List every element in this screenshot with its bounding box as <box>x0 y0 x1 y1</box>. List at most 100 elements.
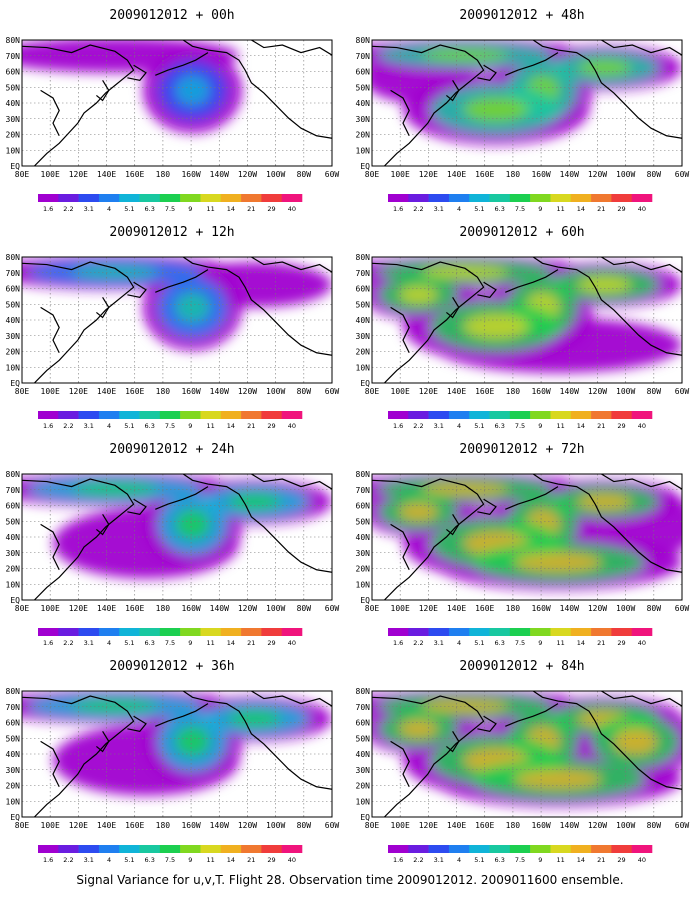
colorbar-swatch <box>38 628 59 636</box>
colorbar-swatch <box>78 628 100 636</box>
colorbar-swatch <box>78 411 100 419</box>
colorbar-label: 3.1 <box>434 205 444 213</box>
colorbar-swatch <box>58 845 79 853</box>
lon-label: 120W <box>238 821 257 830</box>
lat-label: EQ <box>10 596 20 605</box>
lat-label: 30N <box>6 332 21 341</box>
colorbar-swatch <box>428 628 450 636</box>
colorbar-label: 6.3 <box>495 856 505 864</box>
lon-label: 180 <box>156 387 171 396</box>
coastlines <box>372 691 682 817</box>
lon-label: 120W <box>238 604 257 613</box>
colorbar-swatch <box>98 411 120 419</box>
colorbar-label: 9 <box>538 422 542 430</box>
colorbar-label: 3.1 <box>434 422 444 430</box>
colorbar-swatch <box>281 628 303 636</box>
colorbar-label: 40 <box>288 639 296 647</box>
colorbar-label: 3.1 <box>84 205 94 213</box>
lon-label: 140W <box>560 821 579 830</box>
colorbar-label: 40 <box>638 856 646 864</box>
lon-label: 140W <box>210 387 229 396</box>
lon-label: 100E <box>41 170 60 179</box>
lon-label: 60W <box>325 170 340 179</box>
lat-label: 80N <box>356 36 371 45</box>
map-frame <box>371 690 683 818</box>
map-frame <box>21 473 333 601</box>
lon-label: 80W <box>647 387 662 396</box>
lat-label: 30N <box>6 766 21 775</box>
colorbar-label: 7.5 <box>515 639 525 647</box>
lon-label: 140E <box>97 170 116 179</box>
colorbar-swatch <box>469 628 490 636</box>
map-grid <box>22 474 332 600</box>
lat-label: 10N <box>356 363 371 372</box>
colorbar-label: 9 <box>188 422 192 430</box>
lon-label: 100E <box>41 387 60 396</box>
forecast-panel: 2009012012 + 00h 80N 70N 60N 50N 40N 30N 20N 10N… <box>2 0 342 220</box>
map-grid <box>372 40 682 166</box>
lat-label: EQ <box>360 379 370 388</box>
forecast-panel: 2009012012 + 60h 80N 70N 60N 50N 40N 30N 20N 10N… <box>352 217 692 437</box>
colorbar-label: 11 <box>206 205 214 213</box>
colorbar-swatch <box>388 628 409 636</box>
lon-label: 120E <box>419 821 438 830</box>
forecast-panel: 2009012012 + 48h 80N 70N 60N 50N 40N 30N 20N 10N… <box>352 0 692 220</box>
lat-label: 80N <box>6 253 21 262</box>
colorbar-swatch <box>220 628 242 636</box>
lat-label: 10N <box>356 146 371 155</box>
colorbar-swatch <box>241 628 262 636</box>
map-frame <box>21 690 333 818</box>
colorbar-label: 4 <box>457 856 461 864</box>
variance-shading <box>22 257 332 351</box>
lat-label: 20N <box>356 565 371 574</box>
colorbar-label: 14 <box>577 639 585 647</box>
colorbar-swatch <box>489 411 511 419</box>
shade-high <box>463 96 529 122</box>
map-grid <box>372 691 682 817</box>
colorbar-label: 9 <box>188 205 192 213</box>
coastlines <box>372 40 682 166</box>
colorbar-swatch <box>489 194 511 202</box>
colorbar: 1.6 2.2 3.1 4 5.1 6.3 7.5 9 11 14 21 29 40 <box>388 194 653 213</box>
lon-label: 140E <box>447 821 466 830</box>
colorbar-swatch <box>139 194 161 202</box>
lon-label: 120W <box>588 821 607 830</box>
lon-label: 180 <box>156 604 171 613</box>
lat-label: EQ <box>360 162 370 171</box>
colorbar-label: 2.2 <box>63 639 73 647</box>
colorbar-swatch <box>38 194 59 202</box>
lon-label: 100E <box>41 604 60 613</box>
colorbar-swatch <box>550 845 572 853</box>
colorbar-swatch <box>180 194 201 202</box>
colorbar-label: 29 <box>267 856 275 864</box>
colorbar-label: 40 <box>288 205 296 213</box>
colorbar-swatch <box>119 845 140 853</box>
lon-label: 140W <box>560 387 579 396</box>
lon-label: 180 <box>506 387 521 396</box>
shade-high <box>71 482 159 496</box>
colorbar-swatch <box>261 845 282 853</box>
colorbar-label: 40 <box>638 639 646 647</box>
colorbar-label: 2.2 <box>63 205 73 213</box>
lon-label: 80E <box>15 387 30 396</box>
colorbar-label: 14 <box>227 856 235 864</box>
colorbar-swatch <box>220 194 242 202</box>
colorbar-swatch <box>38 845 59 853</box>
lat-label: 60N <box>6 502 21 511</box>
lon-label: 100W <box>616 604 635 613</box>
colorbar-swatch <box>38 411 59 419</box>
lat-label: 30N <box>356 549 371 558</box>
map-frame <box>371 256 683 384</box>
lon-label: 180 <box>156 821 171 830</box>
shade-high <box>613 728 658 755</box>
colorbar-swatch <box>428 411 450 419</box>
forecast-panel: 2009012012 + 72h 80N 70N 60N 50N 40N 30N 20N 10N… <box>352 434 692 654</box>
coastlines <box>22 691 332 817</box>
lat-label: 40N <box>6 99 21 108</box>
lon-label: 160E <box>125 821 144 830</box>
colorbar-label: 29 <box>617 205 625 213</box>
colorbar-swatch <box>469 411 490 419</box>
